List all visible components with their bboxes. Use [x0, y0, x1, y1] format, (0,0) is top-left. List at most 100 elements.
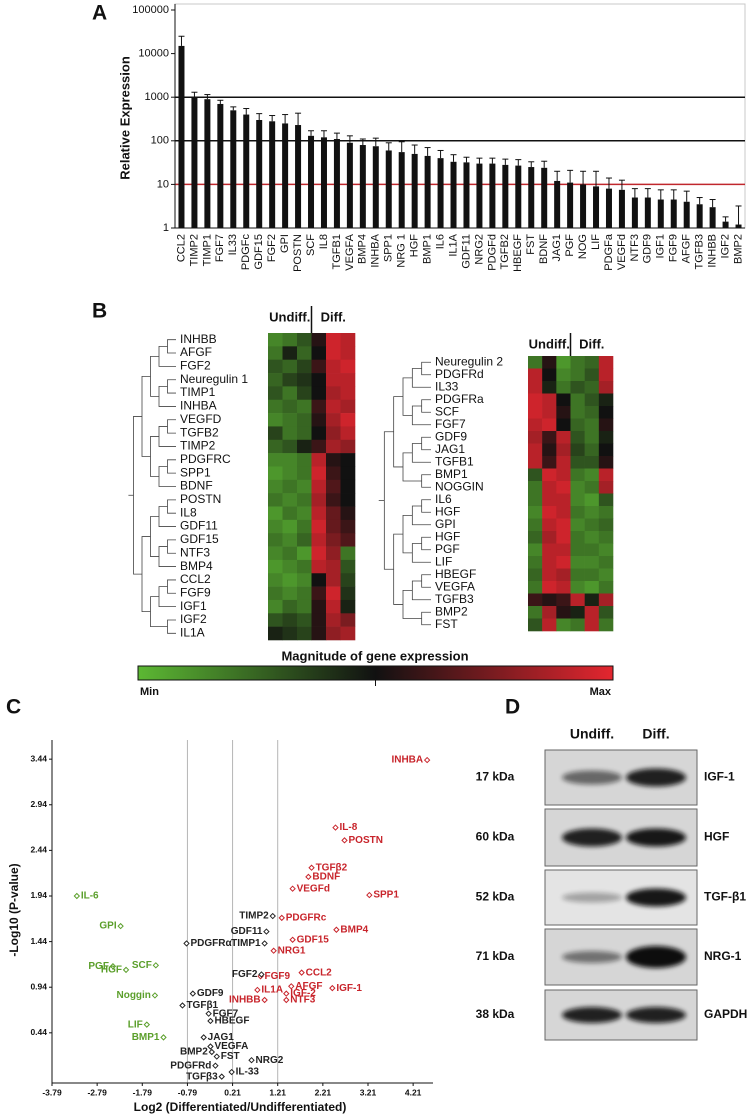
heatmap-cell: [556, 493, 571, 507]
heatmap-cell: [570, 368, 585, 382]
point-label: TGFβ1: [186, 1000, 218, 1011]
heatmap-cell: [598, 393, 614, 407]
data-point: [183, 940, 190, 947]
dendrogram-branch: [167, 459, 176, 474]
row-label: BMP2: [435, 604, 468, 618]
heatmap-cell: [326, 439, 341, 454]
data-point: [366, 891, 373, 899]
heatmap-cell: [584, 381, 600, 394]
heatmap-cell: [282, 506, 298, 521]
row-label: CCL2: [180, 572, 211, 586]
x-tick-label: HBEGF: [512, 234, 524, 272]
bar: [269, 121, 276, 228]
heatmap-cell: [556, 543, 571, 557]
row-label: IGF2: [180, 612, 207, 626]
heatmap-cell: [326, 479, 341, 494]
row-label: INHBB: [180, 332, 217, 346]
row-label: NOGGIN: [435, 479, 484, 493]
heatmap-cell: [326, 453, 341, 467]
heatmap-cell: [340, 613, 356, 627]
heatmap-cell: [326, 559, 341, 574]
heatmap-cell: [598, 481, 614, 494]
heatmap-cell: [598, 618, 614, 632]
heatmap-cell: [326, 533, 341, 547]
bar: [605, 188, 612, 228]
point-label: IGF-2: [290, 988, 316, 999]
row-label: JAG1: [435, 442, 465, 456]
data-point: [308, 864, 315, 871]
data-point: [207, 1017, 214, 1025]
heatmap-cell: [326, 573, 341, 587]
bar: [528, 167, 535, 228]
bar: [735, 224, 742, 228]
bar: [385, 150, 392, 228]
panel-label: C: [6, 696, 21, 719]
colorbar-title: Magnitude of gene expression: [281, 648, 468, 663]
bar: [709, 207, 716, 228]
data-point: [212, 1062, 219, 1069]
data-point: [109, 963, 117, 970]
heatmap-cell: [340, 506, 356, 521]
heatmap-cell: [297, 493, 312, 507]
heatmap-cell: [268, 426, 283, 441]
y-tick-label: 100: [151, 135, 169, 147]
data-point: [218, 1073, 225, 1080]
dendrogram-branch: [421, 574, 431, 588]
data-point: [117, 922, 124, 930]
heatmap-cell: [268, 519, 283, 534]
heatmap-cell: [268, 479, 283, 494]
row-label: HGF: [435, 529, 460, 543]
x-tick-label: VEGFA: [344, 233, 356, 270]
heatmap-cell: [598, 381, 614, 394]
heatmap-cell: [584, 468, 600, 482]
heatmap-cell: [326, 346, 341, 360]
bar: [424, 155, 431, 228]
row-label: NTF3: [180, 545, 210, 559]
bar: [204, 99, 211, 228]
heatmap-cell: [340, 493, 356, 507]
data-point: [261, 996, 268, 1004]
heatmap-cell: [584, 481, 600, 494]
row-label: FGF7: [435, 417, 466, 431]
data-point: [189, 990, 197, 997]
heatmap-cell: [282, 599, 298, 614]
heatmap-cell: [598, 568, 614, 582]
x-tick-label: TGFB2: [499, 234, 511, 269]
point-label: TGFβ3: [186, 1071, 218, 1082]
point-label: BMP2: [180, 1047, 208, 1058]
heatmap-cell: [268, 413, 283, 427]
heatmap-cell: [297, 613, 312, 627]
dendrogram-branch: [141, 375, 151, 457]
y-tick-label: 10: [157, 178, 169, 190]
data-point: [329, 984, 336, 992]
heatmap-cell: [556, 581, 571, 594]
blot-band: [562, 951, 622, 963]
heatmap-cell: [598, 368, 614, 382]
heatmap-cell: [584, 593, 600, 607]
bar: [333, 138, 340, 228]
heatmap-cell: [556, 418, 571, 432]
heatmap-cell: [570, 356, 585, 369]
y-tick-label: 3.44: [30, 753, 47, 763]
x-tick-label: -1.79: [133, 1087, 153, 1097]
bar: [282, 123, 289, 228]
x-tick-label: IL1A: [447, 233, 459, 256]
heatmap-cell: [542, 356, 557, 369]
heatmap-cell: [340, 359, 356, 374]
x-tick-label: GDF11: [460, 234, 472, 269]
heatmap-cell: [268, 586, 283, 601]
heatmap-cell: [326, 613, 341, 627]
heatmap-cell: [528, 618, 543, 632]
heatmap-cell: [542, 531, 557, 544]
bar: [256, 119, 263, 228]
heatmap-cell: [297, 599, 312, 614]
point-label: FGF9: [265, 971, 291, 982]
x-tick-label: LIF: [590, 234, 602, 250]
bar: [178, 45, 185, 228]
heatmap-cell: [268, 333, 283, 347]
heatmap-cell: [528, 593, 543, 607]
heatmap-cell: [570, 606, 585, 619]
data-point: [122, 966, 130, 974]
heatmap-cell: [584, 368, 600, 382]
